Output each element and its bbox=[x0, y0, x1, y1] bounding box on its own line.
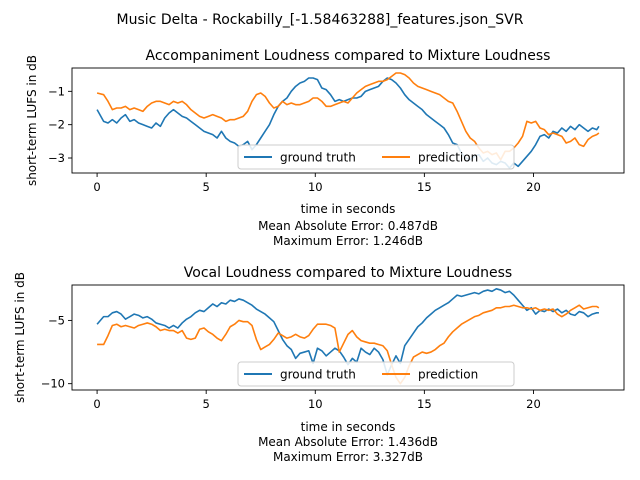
y-tick-label: −5 bbox=[48, 313, 65, 327]
legend-label: prediction bbox=[418, 368, 478, 382]
charts-container: Accompaniment Loudness compared to Mixtu… bbox=[13, 48, 625, 464]
x-tick-label: 10 bbox=[308, 397, 323, 411]
x-tick-label: 20 bbox=[526, 397, 541, 411]
figure-title: Music Delta - Rockabilly_[-1.58463288]_f… bbox=[117, 12, 524, 28]
legend-label: ground truth bbox=[280, 368, 356, 382]
chart-1: Accompaniment Loudness compared to Mixtu… bbox=[25, 48, 625, 248]
y-tick-label: −2 bbox=[48, 118, 65, 132]
error-metric-label: Mean Absolute Error: 1.436dB bbox=[258, 435, 438, 449]
x-tick-label: 15 bbox=[417, 397, 432, 411]
error-metric-label: Maximum Error: 1.246dB bbox=[273, 234, 423, 248]
error-metric-label: Maximum Error: 3.327dB bbox=[273, 450, 423, 464]
legend-box bbox=[237, 361, 515, 387]
y-tick-label: −3 bbox=[48, 151, 65, 165]
y-axis-label: short-term LUFS in dB bbox=[25, 55, 39, 186]
chart-title: Vocal Loudness compared to Mixture Loudn… bbox=[184, 265, 512, 281]
x-tick-label: 20 bbox=[526, 180, 541, 194]
legend-box bbox=[237, 144, 515, 170]
legend: ground truth prediction bbox=[237, 144, 515, 170]
chart-2: Vocal Loudness compared to Mixture Loudn… bbox=[13, 265, 625, 464]
x-tick-label: 5 bbox=[203, 397, 210, 411]
x-tick-label: 10 bbox=[308, 180, 323, 194]
y-axis-label: short-term LUFS in dB bbox=[13, 272, 27, 403]
plot-frame bbox=[71, 67, 625, 174]
legend-label: prediction bbox=[418, 151, 478, 165]
x-axis-label: time in seconds bbox=[301, 202, 396, 216]
x-tick-label: 15 bbox=[417, 180, 432, 194]
x-tick-label: 0 bbox=[93, 397, 100, 411]
legend-label: ground truth bbox=[280, 151, 356, 165]
x-axis-label: time in seconds bbox=[301, 420, 396, 434]
y-tick-label: −1 bbox=[48, 84, 65, 98]
series-line-ground-truth bbox=[96, 77, 600, 169]
y-tick-label: −10 bbox=[41, 377, 65, 391]
x-tick-label: 0 bbox=[93, 180, 100, 194]
chart-title: Accompaniment Loudness compared to Mixtu… bbox=[146, 48, 551, 64]
legend: ground truth prediction bbox=[237, 361, 515, 387]
series-line-prediction bbox=[97, 304, 600, 385]
x-tick-label: 5 bbox=[203, 180, 210, 194]
error-metric-label: Mean Absolute Error: 0.487dB bbox=[258, 219, 438, 233]
plot-frame bbox=[71, 284, 625, 391]
series-line-prediction bbox=[96, 72, 600, 161]
